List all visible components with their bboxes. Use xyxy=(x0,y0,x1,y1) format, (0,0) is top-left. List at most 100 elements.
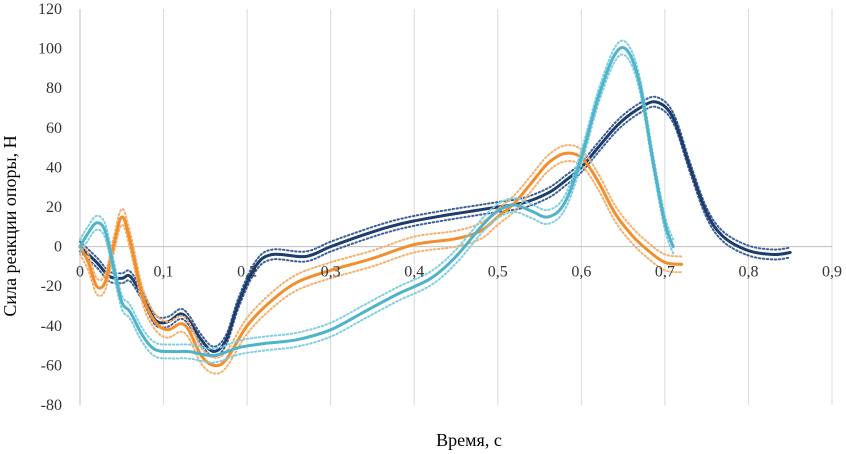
series-2 xyxy=(78,144,684,375)
data-point xyxy=(626,49,629,52)
data-point xyxy=(87,231,90,234)
x-tick-label: 0,4 xyxy=(404,264,424,281)
data-point xyxy=(170,350,174,353)
data-point xyxy=(429,277,433,280)
data-point xyxy=(722,235,725,238)
data-point xyxy=(479,229,483,232)
data-point xyxy=(546,215,550,219)
series-3 xyxy=(78,39,675,364)
y-tick-label: -20 xyxy=(41,278,62,295)
data-point xyxy=(95,261,98,264)
y-tick-label: 40 xyxy=(46,159,62,176)
data-point xyxy=(128,239,132,242)
data-point xyxy=(87,261,90,264)
data-point xyxy=(672,245,675,248)
y-tick-label: 0 xyxy=(54,239,62,256)
data-point xyxy=(655,100,658,104)
data-point xyxy=(596,146,600,149)
x-axis-title: Время, с xyxy=(436,430,502,450)
data-point xyxy=(141,334,144,337)
data-point xyxy=(120,215,123,219)
data-point xyxy=(563,201,566,205)
data-point xyxy=(103,229,107,232)
y-tick-label: -80 xyxy=(41,397,62,414)
data-point xyxy=(789,251,792,254)
data-point xyxy=(78,245,82,248)
data-point xyxy=(187,328,190,331)
data-point xyxy=(596,180,600,183)
data-point xyxy=(613,53,616,56)
data-point xyxy=(546,191,550,195)
data-point xyxy=(187,350,190,353)
data-point xyxy=(245,324,249,327)
data-point xyxy=(479,225,483,228)
data-point xyxy=(596,96,600,100)
y-axis-title: Сила реакции опоры, Н xyxy=(0,135,20,316)
y-tick-label: -60 xyxy=(41,357,62,374)
y-tick-labels: -80 -60 -40 -20 0 20 40 60 80 100 120 xyxy=(38,1,62,414)
y-tick-label: 100 xyxy=(38,41,62,58)
data-point xyxy=(199,338,203,341)
data-point xyxy=(688,166,692,169)
data-point xyxy=(128,275,132,278)
data-point xyxy=(413,219,416,223)
x-tick-label: 0,7 xyxy=(655,264,675,281)
data-point xyxy=(747,249,750,252)
x-tick-label: 0,9 xyxy=(822,264,842,281)
series-1-line xyxy=(78,100,792,353)
data-point xyxy=(237,300,240,304)
y-tick-label: -40 xyxy=(41,318,62,335)
data-point xyxy=(154,320,157,324)
data-point xyxy=(580,156,583,159)
data-point xyxy=(154,348,157,351)
data-point xyxy=(530,209,533,213)
data-point xyxy=(496,209,499,213)
data-point xyxy=(513,203,516,207)
data-point xyxy=(454,237,458,240)
data-point xyxy=(563,152,566,155)
series-3-band-line xyxy=(79,53,675,364)
data-point xyxy=(630,233,633,236)
data-point xyxy=(454,255,458,258)
data-point xyxy=(496,205,499,209)
series-2-band-line xyxy=(79,144,683,359)
y-tick-label: 80 xyxy=(46,80,62,97)
y-tick-label: 120 xyxy=(38,1,62,18)
data-point xyxy=(329,245,332,248)
x-tick-label: 0,3 xyxy=(321,264,341,281)
data-point xyxy=(446,213,449,217)
data-point xyxy=(120,277,123,280)
data-point xyxy=(396,292,399,296)
data-point xyxy=(270,298,274,302)
series-2-band-line xyxy=(79,160,683,375)
data-point xyxy=(371,257,374,260)
x-tick-labels: 0 0,1 0,2 0,3 0,4 0,5 0,6 0,7 0,8 0,9 xyxy=(76,264,842,281)
data-point xyxy=(680,263,683,266)
data-point xyxy=(296,338,299,341)
data-point xyxy=(179,322,182,326)
data-point xyxy=(663,261,667,264)
data-point xyxy=(212,364,215,367)
data-point xyxy=(638,83,642,86)
data-point xyxy=(141,294,144,298)
series-2-line xyxy=(78,151,684,368)
data-point xyxy=(413,243,416,246)
data-point xyxy=(225,338,228,341)
data-point xyxy=(563,180,566,183)
data-point xyxy=(772,253,775,256)
data-point xyxy=(103,281,107,284)
x-tick-label: 0,8 xyxy=(738,264,758,281)
data-point xyxy=(179,312,182,316)
data-point xyxy=(296,281,299,284)
data-point xyxy=(546,162,550,165)
data-point xyxy=(120,300,123,304)
x-tick-label: 0,1 xyxy=(154,264,174,281)
data-point xyxy=(613,211,616,215)
series-1-band-line xyxy=(79,105,792,358)
data-point xyxy=(362,310,366,314)
data-point xyxy=(212,350,215,353)
data-point xyxy=(112,265,115,268)
data-point xyxy=(262,342,266,345)
data-point xyxy=(166,328,169,331)
